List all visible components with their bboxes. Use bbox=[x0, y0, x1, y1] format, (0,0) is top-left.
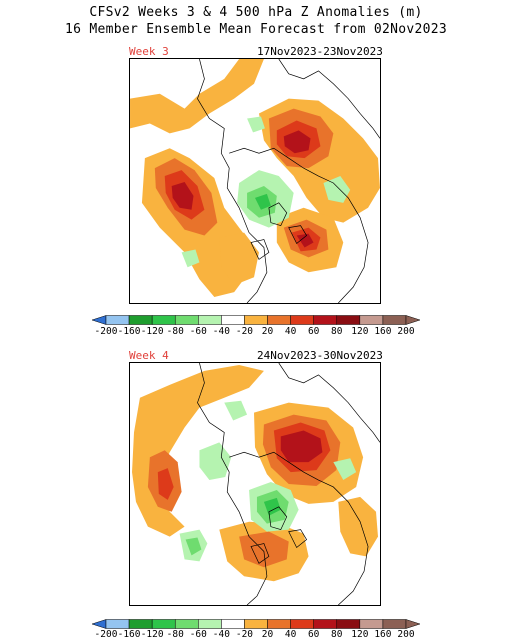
colorbar-segment bbox=[290, 619, 314, 629]
colorbar-tick-label: 160 bbox=[374, 629, 392, 640]
colorbar-week4-ticks: -200 -160 -120 -80 -60 -40 -20 20 40 60 80 120 160 20… bbox=[92, 629, 420, 641]
map-week3 bbox=[129, 58, 381, 304]
colorbar-segment bbox=[151, 619, 176, 629]
colorbar-arrow-low bbox=[92, 315, 107, 325]
colorbar-tick-label: -20 bbox=[235, 629, 254, 640]
colorbar-tick-label: 200 bbox=[397, 326, 415, 337]
panel-dates-week3: 17Nov2023-23Nov2023 bbox=[257, 45, 383, 58]
colorbar-tick-label: -160 bbox=[117, 629, 141, 640]
colorbar-segment bbox=[267, 315, 291, 325]
colorbar-segment bbox=[174, 619, 199, 629]
anomaly-negative bbox=[181, 116, 351, 268]
colorbar-segment bbox=[244, 315, 268, 325]
colorbar-tick-label: -120 bbox=[140, 326, 164, 337]
colorbar-arrow-high bbox=[405, 619, 420, 629]
colorbar-tick-label: 80 bbox=[331, 629, 343, 640]
colorbar-segment bbox=[359, 619, 384, 629]
anomaly-negative bbox=[179, 400, 357, 562]
colorbar-tick-label: 40 bbox=[284, 629, 297, 640]
colorbar-segment bbox=[221, 315, 245, 325]
colorbar-tick-label: 60 bbox=[307, 326, 320, 337]
coastlines bbox=[197, 363, 380, 605]
colorbar-week3 bbox=[92, 315, 420, 325]
colorbar-segment bbox=[336, 315, 361, 325]
colorbar-segment bbox=[198, 619, 222, 629]
colorbar-tick-label: -20 bbox=[235, 326, 254, 337]
colorbar-segment bbox=[128, 315, 153, 325]
colorbar-segment bbox=[105, 315, 130, 325]
colorbar-tick-label: 160 bbox=[374, 326, 392, 337]
colorbar-segment bbox=[105, 619, 130, 629]
coastlines bbox=[197, 59, 380, 303]
colorbar-week3-graphic bbox=[92, 315, 420, 325]
colorbar-segment bbox=[174, 315, 199, 325]
colorbar-segment bbox=[313, 619, 338, 629]
colorbar-tick-label: 60 bbox=[307, 629, 320, 640]
colorbar-tick-label: -120 bbox=[140, 629, 164, 640]
colorbar-arrow-high bbox=[405, 315, 420, 325]
colorbar-segment bbox=[221, 619, 245, 629]
colorbar-tick-label: -80 bbox=[166, 326, 184, 337]
anomaly-positive-80 bbox=[171, 130, 314, 248]
colorbar-tick-label: 200 bbox=[397, 629, 415, 640]
colorbar-tick-label: 120 bbox=[351, 326, 369, 337]
panel-label-week3: Week 3 bbox=[129, 45, 169, 58]
panel-dates-week4: 24Nov2023-30Nov2023 bbox=[257, 349, 383, 362]
colorbar-segment bbox=[151, 315, 176, 325]
colorbar-week4-graphic bbox=[92, 619, 420, 629]
colorbar-tick-label: 20 bbox=[261, 629, 274, 640]
colorbar-tick-label: -80 bbox=[166, 629, 184, 640]
colorbar-week4 bbox=[92, 619, 420, 629]
colorbar-segment bbox=[198, 315, 222, 325]
colorbar-tick-label: -40 bbox=[212, 629, 230, 640]
colorbar-arrow-low bbox=[92, 619, 107, 629]
colorbar-segment bbox=[313, 315, 338, 325]
map-week3-canvas bbox=[130, 59, 380, 303]
colorbar-tick-label: -160 bbox=[117, 326, 141, 337]
anomaly-positive-80 bbox=[280, 430, 323, 463]
colorbar-tick-label: -40 bbox=[212, 326, 230, 337]
colorbar-tick-label: -200 bbox=[94, 326, 118, 337]
colorbar-tick-label: -60 bbox=[189, 326, 207, 337]
colorbar-tick-label: -200 bbox=[94, 629, 118, 640]
colorbar-segment bbox=[336, 619, 361, 629]
map-week4-canvas bbox=[132, 363, 380, 605]
colorbar-segment bbox=[244, 619, 268, 629]
colorbar-tick-label: 80 bbox=[331, 326, 343, 337]
colorbar-tick-label: -60 bbox=[189, 629, 207, 640]
colorbar-tick-label: 20 bbox=[261, 326, 274, 337]
figure-subtitle: 16 Member Ensemble Mean Forecast from 02… bbox=[65, 22, 447, 37]
colorbar-segment bbox=[359, 315, 384, 325]
colorbar-segment bbox=[290, 315, 314, 325]
figure-title: CFSv2 Weeks 3 & 4 500 hPa Z Anomalies (m… bbox=[89, 5, 423, 20]
colorbar-tick-label: 120 bbox=[351, 629, 369, 640]
map-week4 bbox=[129, 362, 381, 606]
colorbar-segment bbox=[267, 619, 291, 629]
colorbar-tick-label: 40 bbox=[284, 326, 297, 337]
colorbar-week3-ticks: -200 -160 -120 -80 -60 -40 -20 20 40 60 80 120 160 20… bbox=[92, 326, 420, 338]
colorbar-segment bbox=[128, 619, 153, 629]
panel-label-week4: Week 4 bbox=[129, 349, 169, 362]
colorbar-segment bbox=[382, 619, 407, 629]
colorbar-segment bbox=[382, 315, 407, 325]
